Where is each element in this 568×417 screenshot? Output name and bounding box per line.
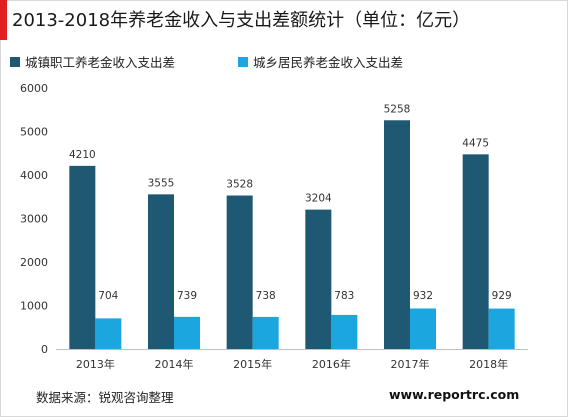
data-label-series-1: 3555	[148, 177, 175, 189]
legend-item-series-1: 城镇职工养老金收入支出差	[10, 52, 175, 71]
y-tick-label: 3000	[20, 213, 48, 226]
data-source-note: 数据来源：锐观咨询整理	[36, 390, 174, 405]
data-label-series-2: 929	[492, 290, 512, 302]
y-tick-label: 6000	[20, 82, 48, 95]
legend-item-series-2: 城乡居民养老金收入支出差	[238, 52, 403, 71]
data-label-series-1: 3204	[305, 193, 332, 205]
x-tick-label: 2013年	[76, 357, 115, 371]
data-label-series-2: 932	[413, 290, 433, 302]
data-label-series-2: 783	[334, 290, 354, 302]
data-label-series-1: 5258	[384, 103, 411, 115]
legend-label-series-2: 城乡居民养老金收入支出差	[253, 55, 404, 70]
y-tick-label: 2000	[20, 256, 48, 269]
y-tick-label: 4000	[20, 169, 48, 182]
chart-title: 2013-2018年养老金收入与支出差额统计（单位：亿元）	[12, 10, 471, 31]
data-label-series-2: 739	[177, 290, 197, 302]
bar-series-2	[252, 316, 279, 349]
bar-series-2	[410, 308, 436, 349]
website-url: www.reportrc.com	[389, 387, 520, 402]
legend-label-series-1: 城镇职工养老金收入支出差	[25, 55, 176, 70]
bar-series-2	[488, 308, 515, 349]
legend-swatch-series-2	[238, 56, 248, 67]
bar-series-2	[174, 316, 200, 349]
x-tick-label: 2014年	[155, 357, 194, 371]
data-label-series-2: 738	[256, 290, 276, 302]
bar-series-2	[95, 318, 122, 349]
x-tick-label: 2016年	[312, 357, 351, 371]
data-label-series-1: 4475	[462, 137, 489, 149]
bar-series-1	[226, 195, 253, 349]
bar-series-1	[462, 154, 489, 349]
x-tick-label: 2017年	[391, 357, 430, 371]
bar-series-1	[384, 120, 410, 349]
y-tick-label: 0	[41, 343, 48, 356]
x-tick-label: 2015年	[233, 357, 272, 371]
data-label-series-1: 4210	[69, 149, 96, 161]
bar-series-2	[331, 314, 358, 349]
y-tick-label: 5000	[20, 126, 48, 139]
legend-swatch-series-1	[10, 56, 20, 67]
bar-series-1	[69, 165, 96, 349]
bar-series-1	[305, 209, 332, 349]
y-tick-label: 1000	[20, 300, 48, 313]
title-accent-bar	[0, 0, 7, 40]
bar-series-1	[148, 194, 174, 349]
data-label-series-1: 3528	[226, 179, 253, 191]
x-tick-label: 2018年	[469, 357, 508, 371]
data-label-series-2: 704	[98, 290, 118, 302]
